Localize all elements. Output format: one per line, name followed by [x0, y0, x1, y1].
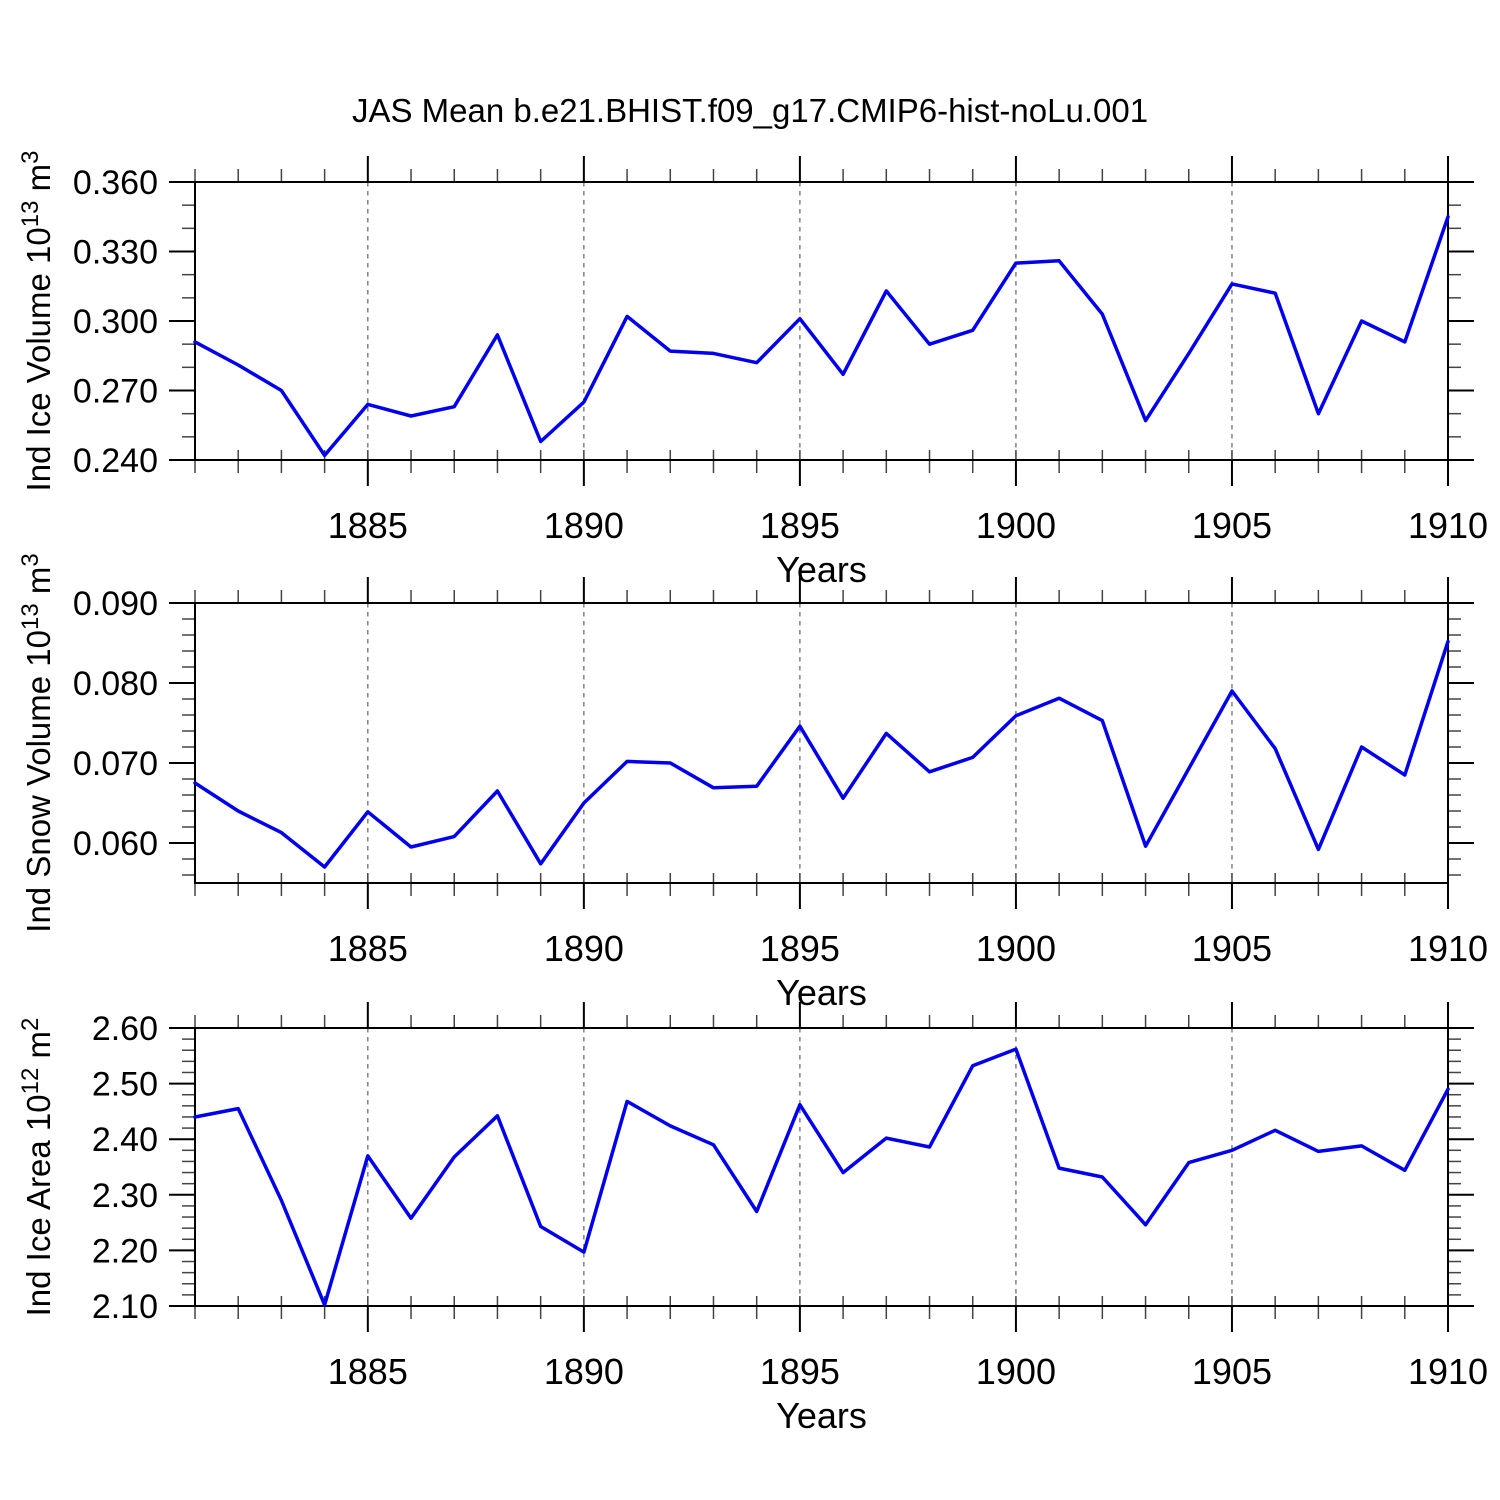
- x-tick-label: 1885: [328, 1351, 408, 1392]
- ice-volume-chart: 0.240 0.270 0.300 0.330 0.360 1885 1890 1895 190…: [17, 151, 1488, 590]
- y-tick-label: 2.30: [92, 1177, 158, 1215]
- snow-volume-chart: 0.060 0.070 0.080 0.090 1885 1890 1895 1900 1905…: [17, 553, 1488, 1013]
- x-tick-label: 1910: [1408, 505, 1488, 546]
- x-tick-label: 1890: [544, 928, 624, 969]
- y-tick-label: 2.20: [92, 1232, 158, 1270]
- x-tick-label: 1895: [760, 505, 840, 546]
- y-tick-label: 0.360: [73, 164, 158, 202]
- y-tick-label: 0.300: [73, 303, 158, 341]
- x-tick-label: 1910: [1408, 928, 1488, 969]
- y-tick-label: 0.330: [73, 234, 158, 272]
- x-tick-label: 1900: [976, 1351, 1056, 1392]
- x-tick-label: 1895: [760, 1351, 840, 1392]
- data-line: [193, 1047, 1450, 1307]
- x-tick-label: 1900: [976, 505, 1056, 546]
- y-tick-label: 0.240: [73, 442, 158, 480]
- y-tick-label: 0.080: [73, 665, 158, 703]
- figure-title: JAS Mean b.e21.BHIST.f09_g17.CMIP6-hist-…: [351, 92, 1149, 129]
- x-tick-label: 1905: [1192, 505, 1272, 546]
- x-tick-label: 1895: [760, 928, 840, 969]
- x-axis-title: Years: [776, 549, 867, 590]
- plot-frame: [194, 1027, 1449, 1307]
- ice-area-chart: 2.10 2.20 2.30 2.40 2.50 2.60 1885 1890 1895 1900…: [17, 1002, 1488, 1436]
- x-tick-label: 1910: [1408, 1351, 1488, 1392]
- data-line: [193, 215, 1450, 458]
- x-tick-label: 1900: [976, 928, 1056, 969]
- y-tick-label: 0.060: [73, 825, 158, 863]
- y-axis-title: Ind Ice Area 1012 m2: [17, 1018, 57, 1317]
- y-tick-label: 0.070: [73, 745, 158, 783]
- x-tick-label: 1885: [328, 505, 408, 546]
- x-tick-label: 1905: [1192, 1351, 1272, 1392]
- y-tick-label: 0.270: [73, 373, 158, 411]
- y-axis-title: Ind Ice Volume 1013 m3: [17, 151, 57, 492]
- x-tick-label: 1905: [1192, 928, 1272, 969]
- x-tick-label: 1890: [544, 1351, 624, 1392]
- y-tick-label: 2.60: [92, 1010, 158, 1048]
- y-tick-label: 2.50: [92, 1066, 158, 1104]
- y-axis-title: Ind Snow Volume 1013 m3: [17, 553, 57, 932]
- y-tick-label: 2.10: [92, 1288, 158, 1326]
- plot-frame: [194, 602, 1449, 884]
- y-tick-label: 2.40: [92, 1121, 158, 1159]
- plot-frame: [194, 181, 1449, 461]
- data-line: [193, 639, 1450, 869]
- x-axis-title: Years: [776, 1395, 867, 1436]
- y-tick-label: 0.090: [73, 585, 158, 623]
- x-tick-label: 1885: [328, 928, 408, 969]
- x-tick-label: 1890: [544, 505, 624, 546]
- x-axis-title: Years: [776, 972, 867, 1013]
